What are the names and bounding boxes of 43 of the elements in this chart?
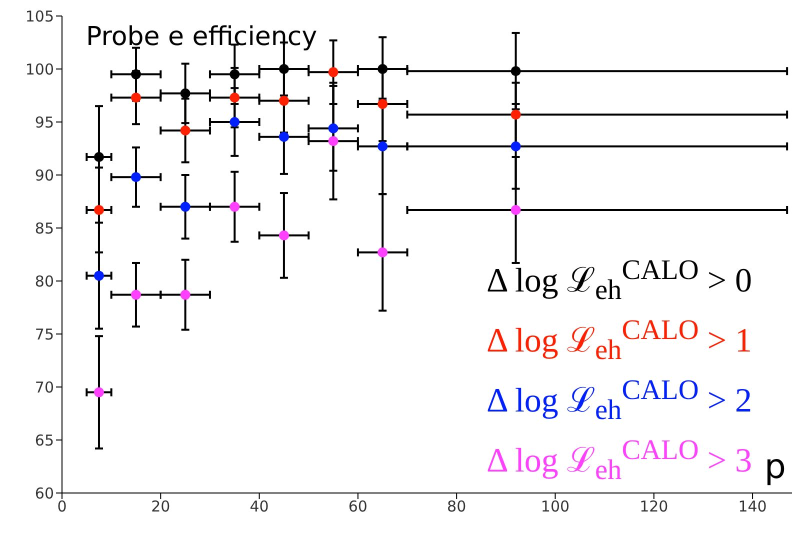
chart-title: Probe e efficiency [86, 22, 318, 52]
point [510, 204, 521, 215]
point [378, 247, 388, 258]
point [230, 202, 240, 212]
y-tick-label: 70 [34, 378, 54, 396]
point [510, 66, 521, 76]
x-tick-label: 120 [640, 498, 668, 516]
x-tick-label: 140 [738, 498, 767, 516]
y-tick-label: 100 [25, 60, 54, 78]
x-tick-label: 20 [151, 498, 170, 516]
point [94, 270, 104, 281]
x-tick-label: 60 [348, 498, 368, 516]
x-tick-label: 100 [540, 498, 570, 516]
point [328, 67, 338, 78]
point [94, 152, 104, 162]
point [230, 69, 240, 80]
point [130, 290, 141, 300]
y-tick-label: 105 [25, 7, 54, 26]
point [180, 202, 190, 212]
point [328, 136, 338, 146]
text: Δ log ℒ$_{eh}$$^{CALO}$ > 2 [486, 374, 752, 428]
text: Δ log ℒ$_{eh}$$^{CALO}$ > 3 [486, 434, 752, 488]
point [278, 230, 289, 240]
x-tick-label: 40 [250, 498, 269, 516]
y-tick-label: 85 [34, 219, 54, 238]
y-tick-label: 65 [34, 431, 54, 450]
y-tick-label: 95 [34, 113, 54, 132]
x-axis-title: p [764, 447, 786, 487]
x-tick-label: 80 [447, 498, 466, 516]
x-tick-label: 0 [57, 498, 67, 516]
text: Δ log ℒ$_{eh}$$^{CALO}$ > 1 [486, 314, 752, 368]
y-tick-label: 90 [34, 166, 54, 184]
y-tick-label: 60 [34, 484, 54, 502]
point [328, 123, 338, 134]
point [510, 141, 521, 152]
point [94, 387, 104, 398]
y-tick-label: 80 [34, 272, 54, 290]
y-tick-label: 75 [34, 325, 54, 344]
text: Δ log ℒ$_{eh}$$^{CALO}$ > 0 [486, 254, 752, 308]
point [278, 64, 289, 74]
point [180, 125, 190, 136]
point [130, 172, 141, 182]
point [180, 290, 190, 300]
